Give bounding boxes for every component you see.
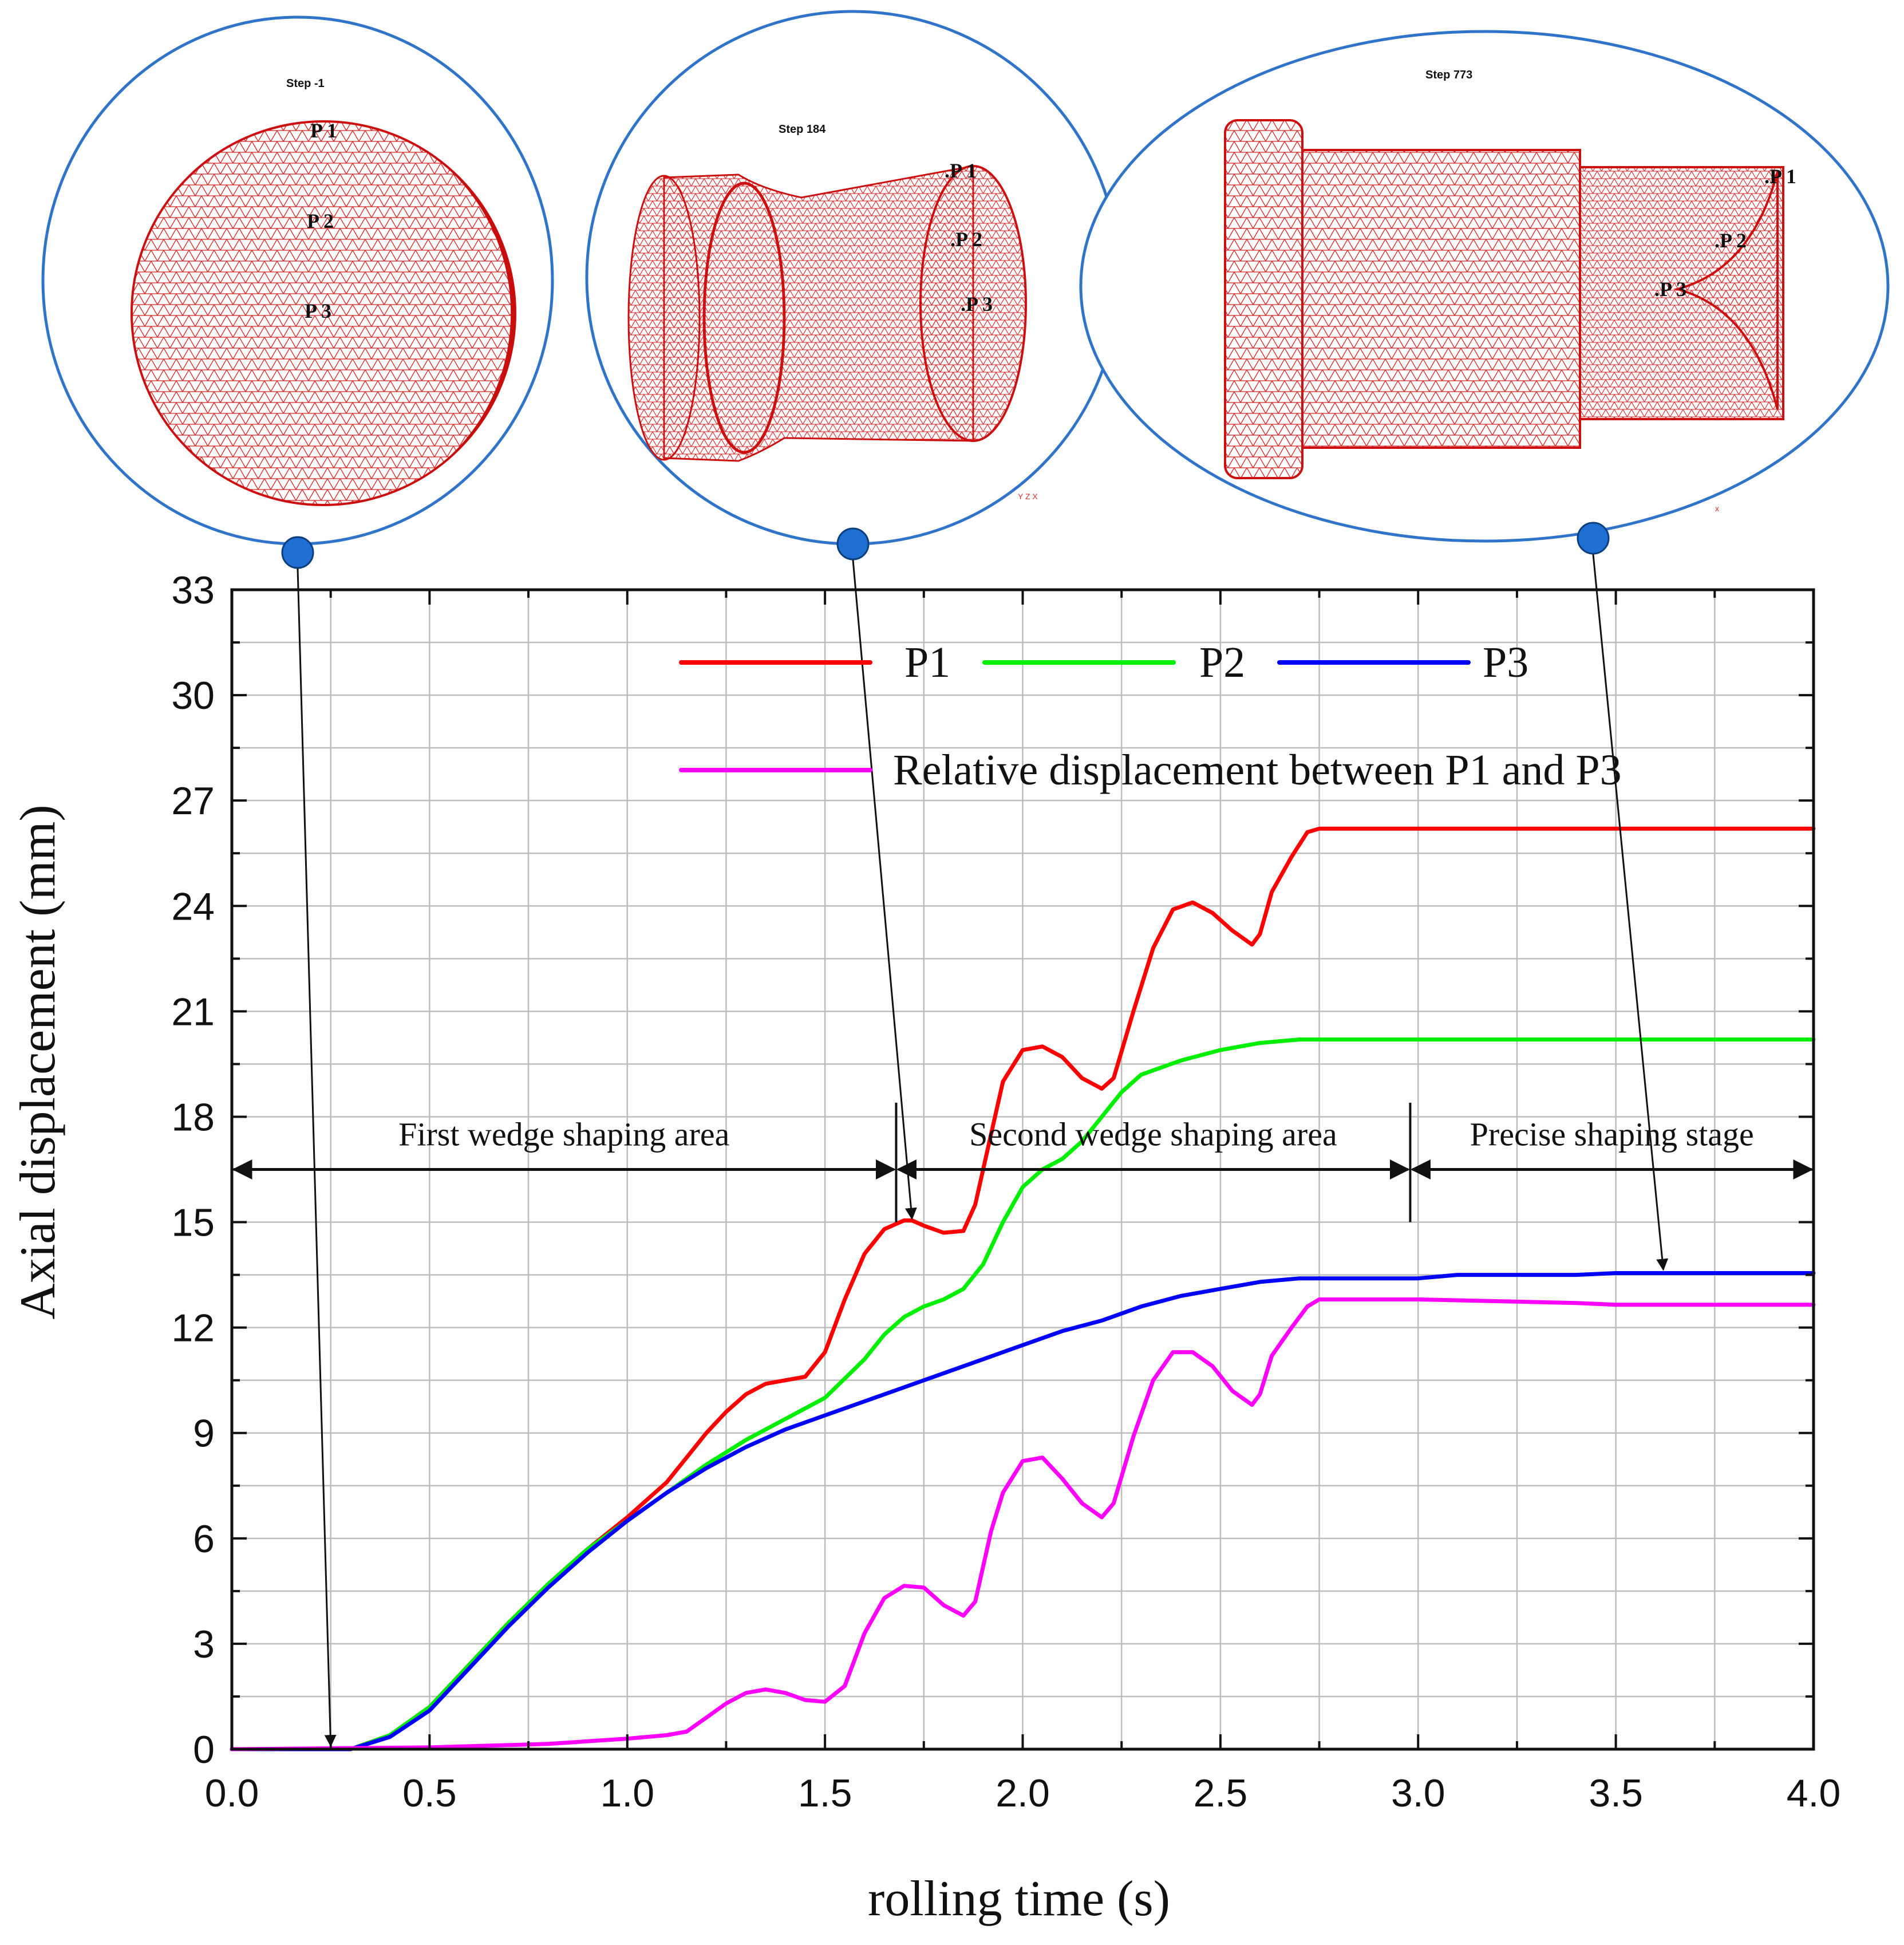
x-axis-title: rolling time (s): [868, 1871, 1170, 1927]
legend-label-2: P2: [1199, 638, 1245, 687]
x-tick-label: 1.5: [798, 1772, 852, 1815]
legend-label-4: Relative displacement between P1 and P3: [893, 746, 1622, 794]
shaft-flange: [1224, 119, 1303, 479]
x-tick-label: 2.0: [996, 1772, 1050, 1815]
legend-label-1: P1: [904, 638, 950, 687]
inset2-point-p2: .P 2: [950, 228, 982, 251]
inset-step-184: Step 184 .P 1 .P 2 .P 3 Y Z X: [585, 10, 1121, 561]
inset-marker-1: [281, 536, 314, 569]
x-tick-label: 0.5: [402, 1772, 457, 1815]
workpiece-left-end: [627, 175, 701, 461]
stage-label-2: Second wedge shaping area: [969, 1116, 1337, 1153]
inset2-point-p1: .P 1: [945, 159, 977, 182]
x-tick-label: 3.5: [1589, 1772, 1643, 1815]
leader-arrow-3: [1592, 554, 1669, 1271]
inset-marker-3: [1577, 522, 1610, 555]
workpiece-right-face: [919, 165, 1027, 442]
y-tick-label: 24: [171, 885, 215, 928]
y-axis-title: Axial displacement (mm): [10, 804, 66, 1319]
stage-annotations: First wedge shaping area Second wedge sha…: [232, 1102, 1814, 1222]
series-lines: [230, 826, 1816, 1751]
stage-label-3: Precise shaping stage: [1470, 1116, 1754, 1153]
inset3-axis-label: x: [1715, 504, 1719, 513]
x-tick-label: 4.0: [1787, 1772, 1841, 1815]
line-chart: First wedge shaping area Second wedge sha…: [171, 554, 1840, 1815]
inset-leader-arrows: [297, 554, 1669, 1747]
tick-labels: 0.0 0.5 1.0 1.5 2.0 2.5 3.0 3.5 4.0 0 3 6 9 12 15 18 21 2…: [171, 569, 1840, 1815]
series-line-1: [230, 826, 1816, 1751]
leader-arrow-2: [852, 559, 917, 1220]
y-tick-label: 15: [171, 1201, 215, 1245]
legend-label-3: P3: [1483, 638, 1528, 687]
shaft-end-cavity: [1673, 171, 1779, 410]
y-tick-label: 0: [193, 1728, 215, 1772]
y-tick-label: 6: [193, 1517, 215, 1561]
series-line-2: [230, 1037, 1816, 1751]
inset1-point-p1: P 1: [310, 119, 337, 142]
y-tick-label: 27: [171, 779, 215, 823]
inset3-point-p2: .P 2: [1715, 229, 1747, 252]
leader-arrow-1: [297, 568, 337, 1747]
inset1-point-p2: P 2: [307, 210, 334, 232]
legend: P1 P2 P3 Relative displacement between P1 a…: [679, 638, 1622, 794]
workpiece-groove: [702, 182, 786, 454]
stage-label-1: First wedge shaping area: [398, 1116, 729, 1153]
series-line-3: [230, 1271, 1816, 1751]
inset-step-label-2: Step 184: [779, 123, 826, 136]
inset-step-minus1: Step -1 P 1 P 2 P 3: [41, 15, 554, 569]
y-tick-label: 12: [171, 1307, 215, 1350]
inset2-axis-triad: Y Z X: [1018, 492, 1038, 501]
series-line-4: [230, 1297, 1816, 1751]
inset-step-label-3: Step 773: [1425, 69, 1472, 81]
x-tick-label: 1.0: [600, 1772, 654, 1815]
y-tick-label: 33: [171, 569, 215, 612]
y-tick-label: 3: [193, 1623, 215, 1666]
y-tick-label: 30: [171, 674, 215, 717]
inset3-point-p1: .P 1: [1764, 165, 1796, 188]
inset-step-label-1: Step -1: [286, 77, 325, 90]
inset3-point-p3: .P 3: [1654, 278, 1686, 301]
shaft-middle: [1301, 149, 1581, 449]
y-tick-label: 9: [193, 1412, 215, 1455]
y-tick-label: 18: [171, 1095, 215, 1139]
inset-marker-2: [836, 527, 870, 561]
x-tick-label: 2.5: [1194, 1772, 1248, 1815]
x-tick-label: 3.0: [1391, 1772, 1445, 1815]
inset2-point-p3: .P 3: [961, 293, 993, 315]
y-tick-label: 21: [171, 990, 215, 1033]
inset1-point-p3: P 3: [305, 299, 331, 322]
x-tick-label: 0.0: [205, 1772, 259, 1815]
inset-step-773: Step 773 .P 1 .P 2 .P 3 x: [1079, 30, 1890, 555]
axes: [230, 588, 1815, 1751]
